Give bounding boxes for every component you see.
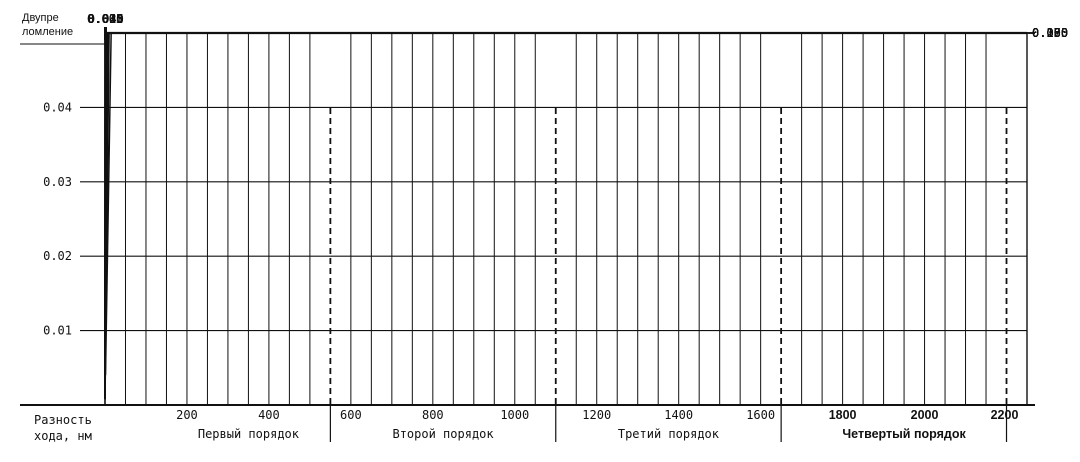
frame-layer	[20, 27, 1035, 405]
x-axis-label-line-1: Разность	[34, 413, 92, 427]
label-layer: 0.0010.0050.0100.0150.0200.0250.0300.035…	[43, 12, 1068, 441]
x-tick-label: 600	[340, 408, 362, 422]
x-tick-label: 1000	[500, 408, 529, 422]
x-tick-label: 800	[422, 408, 444, 422]
y-axis-label-line-1: Двупре	[22, 12, 59, 24]
order-label: Второй порядок	[392, 427, 494, 441]
series-layer	[105, 33, 111, 399]
y-axis-label-line-2: ломление	[22, 26, 73, 38]
order-label: Третий порядок	[618, 427, 720, 441]
x-tick-label: 200	[176, 408, 198, 422]
x-tick-label: 2000	[911, 408, 939, 422]
right-label: 0.300	[1032, 26, 1068, 40]
x-tick-label: 1800	[829, 408, 857, 422]
y-tick-label: 0.02	[43, 249, 72, 263]
order-label: Первый порядок	[198, 427, 300, 441]
y-tick-label: 0.01	[43, 324, 72, 338]
order-label: Четвертый порядок	[842, 427, 966, 441]
x-tick-label: 1200	[582, 408, 611, 422]
x-tick-label: 1600	[746, 408, 775, 422]
y-tick-label: 0.04	[43, 100, 72, 114]
top-tick-label: 0.045	[88, 12, 124, 26]
x-tick-label: 400	[258, 408, 280, 422]
x-tick-label: 1400	[664, 408, 693, 422]
x-axis-label-line-2: хода, нм	[34, 429, 92, 443]
y-tick-label: 0.03	[43, 175, 72, 189]
grid-layer	[80, 33, 1027, 442]
x-tick-label: 2200	[991, 408, 1019, 422]
